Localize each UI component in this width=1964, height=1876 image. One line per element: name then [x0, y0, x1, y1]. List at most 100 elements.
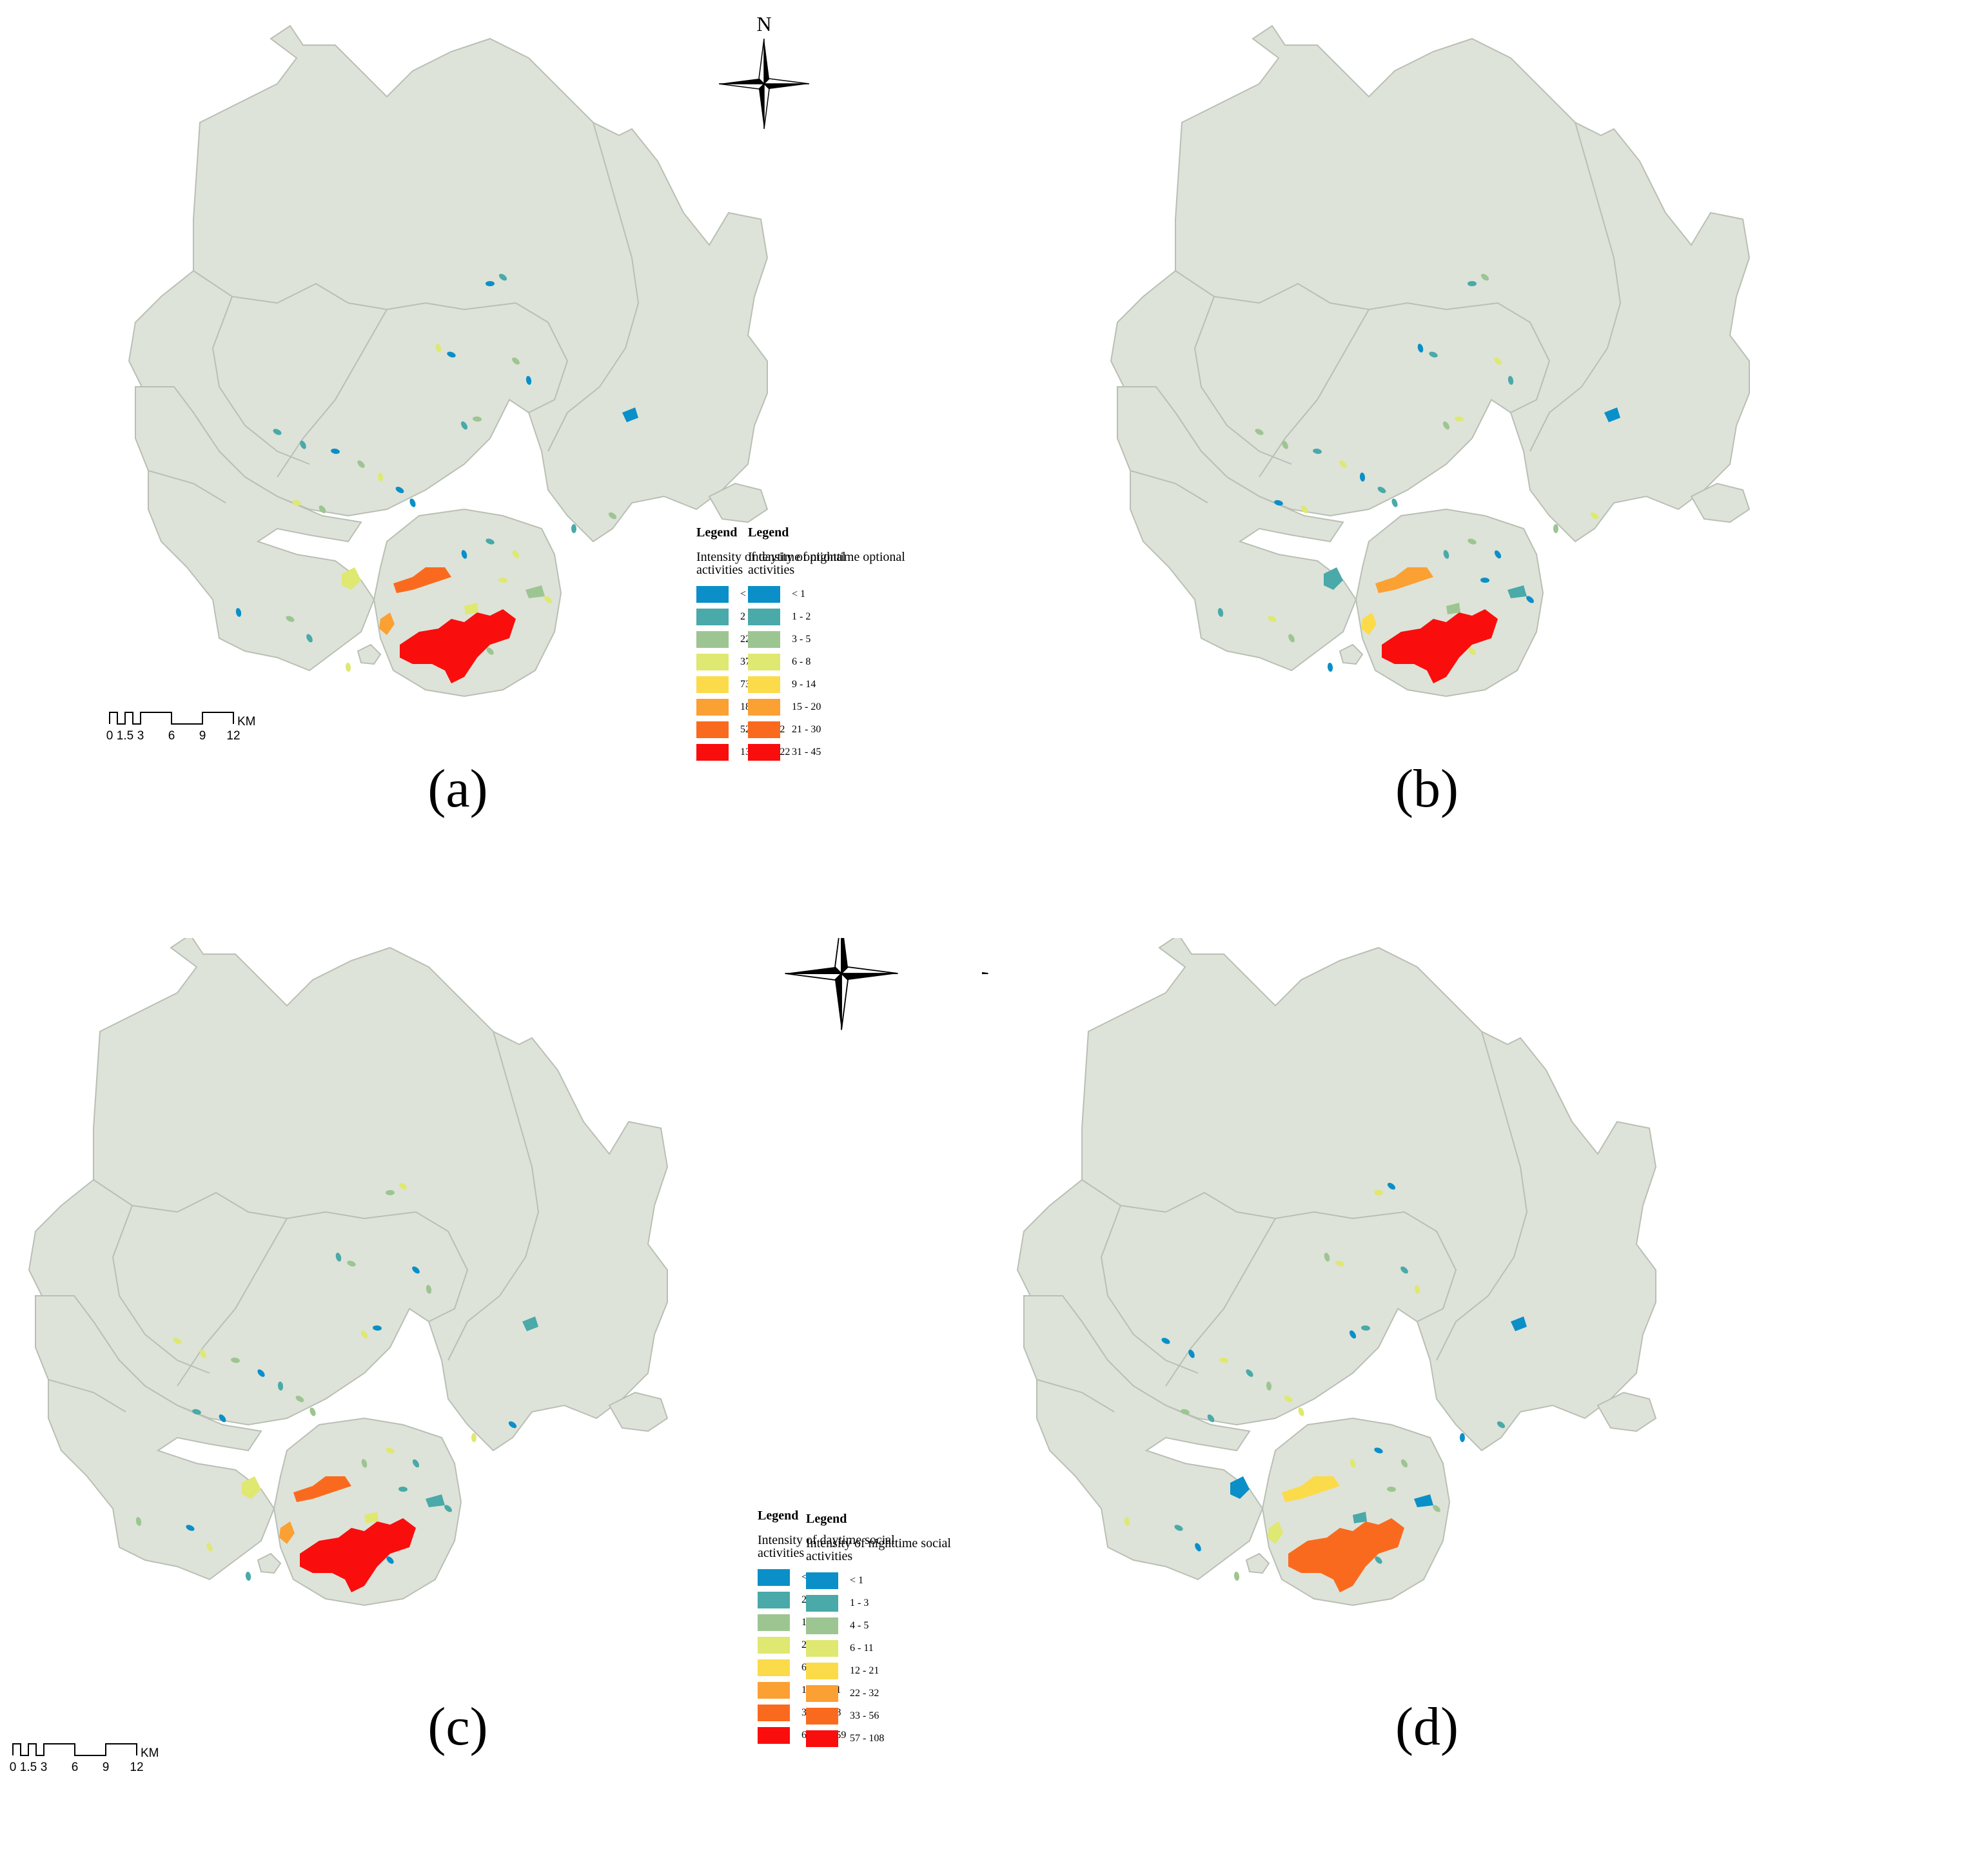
legend-swatch	[696, 608, 729, 625]
activity-patch	[306, 634, 313, 643]
activity-patch	[173, 1338, 182, 1344]
district-boundary	[1130, 470, 1208, 503]
activity-patch	[1274, 500, 1283, 506]
activity-patch	[309, 1407, 316, 1416]
district-boundary	[48, 1379, 126, 1412]
panel-label: (d)	[1395, 1697, 1458, 1757]
activity-patch	[508, 1421, 517, 1429]
activity-patch	[361, 1459, 368, 1468]
activity-patch	[395, 487, 404, 493]
scale-tick-label: 9	[103, 1761, 110, 1774]
legend-swatch	[806, 1730, 838, 1747]
legend-swatch	[806, 1662, 838, 1679]
hotspot-west-patch	[1268, 1521, 1283, 1544]
district-boundary	[1193, 296, 1292, 465]
legend-item: 1 - 2	[748, 605, 916, 628]
activity-patch	[1377, 487, 1386, 493]
activity-patch	[1284, 1396, 1293, 1402]
activity-patch	[335, 1253, 342, 1262]
hotspot-small-b	[1414, 1494, 1433, 1507]
legend-swatch	[758, 1659, 790, 1676]
hotspot-small-a	[464, 603, 478, 614]
activity-patch	[1217, 608, 1224, 617]
hotspot-north-patch	[1282, 1476, 1340, 1502]
activity-patch	[1455, 416, 1464, 422]
activity-patch	[486, 538, 495, 545]
activity-patch	[1391, 498, 1398, 507]
legend-swatch	[696, 721, 729, 738]
activity-patch	[1339, 460, 1347, 468]
hotspot-lake-patch	[242, 1476, 261, 1499]
district-boundary	[447, 1031, 540, 1361]
activity-patch	[235, 608, 242, 617]
hotspot-north-patch	[393, 567, 451, 593]
hotspot-lake-patch	[1230, 1476, 1250, 1499]
legend-heading: Legend	[696, 525, 738, 540]
hotspot-small-b	[426, 1494, 445, 1507]
activity-patch	[295, 1396, 304, 1402]
activity-patch	[512, 550, 520, 559]
activity-patch	[1375, 1556, 1382, 1564]
activity-patch	[1313, 448, 1322, 454]
map-geometry	[1016, 938, 1657, 1607]
activity-patch	[1282, 440, 1288, 449]
activity-patch	[1266, 1382, 1272, 1391]
activity-patch	[1553, 524, 1559, 533]
district-boundary	[1036, 1379, 1115, 1412]
legend-title: Intensity of daytime social activities	[758, 1533, 895, 1560]
activity-patch	[1494, 357, 1502, 365]
activity-patch	[1417, 344, 1424, 353]
legend-range: 1 - 3	[850, 1597, 869, 1608]
activity-patch	[486, 647, 494, 655]
activity-patch	[426, 1285, 432, 1294]
legend-item: < 1	[748, 583, 916, 605]
activity-patch	[461, 550, 467, 559]
activity-patch	[1468, 281, 1477, 286]
legend-swatch	[748, 630, 780, 648]
land-area	[257, 1552, 282, 1574]
legend-swatch	[696, 698, 729, 716]
activity-patch	[1349, 1330, 1357, 1339]
hotspot-east-lake	[622, 407, 638, 422]
hotspot-main-core	[400, 609, 516, 683]
hotspot-east-lake	[1604, 407, 1620, 422]
activity-patch	[1161, 1338, 1170, 1344]
activity-patch	[1335, 1260, 1344, 1267]
legend-swatch	[748, 743, 780, 761]
activity-patch	[412, 1459, 420, 1468]
activity-patch	[1442, 421, 1450, 430]
legend-range: 4 - 5	[850, 1619, 869, 1631]
hotspot-small-b	[1507, 585, 1527, 598]
activity-patch	[1268, 616, 1277, 622]
legend-swatch	[696, 585, 729, 603]
activity-patch	[525, 376, 532, 385]
activity-patch	[1526, 596, 1534, 603]
hotspot-east-lake	[1511, 1316, 1527, 1331]
activity-patch	[192, 1409, 201, 1415]
hotspot-north-patch	[293, 1476, 351, 1502]
activity-patch	[1497, 1421, 1506, 1429]
activity-patch	[1288, 634, 1295, 643]
activity-patch	[512, 357, 520, 365]
legend-swatch	[696, 743, 729, 761]
activity-patch	[1400, 1266, 1408, 1274]
activity-patch	[1124, 1517, 1130, 1526]
legend-range: 57 - 108	[850, 1732, 885, 1744]
legend-item: 6 - 8	[748, 650, 916, 673]
district-boundary	[1259, 309, 1370, 478]
activity-patch	[1414, 1285, 1420, 1294]
scale-tick-label: 1.5	[20, 1761, 37, 1774]
activity-patch	[1480, 577, 1489, 583]
activity-patch	[1327, 663, 1333, 672]
legend-item: 12 - 21	[806, 1659, 974, 1682]
activity-patch	[386, 1190, 395, 1195]
district-boundary	[1175, 270, 1551, 413]
district-boundary	[177, 1218, 288, 1387]
legend-item: 33 - 56	[806, 1705, 974, 1727]
hotspot-main-core	[1382, 609, 1498, 683]
north-arrow-icon: N	[785, 938, 898, 1030]
activity-patch	[447, 351, 456, 358]
legend-range: 31 - 45	[792, 746, 821, 757]
